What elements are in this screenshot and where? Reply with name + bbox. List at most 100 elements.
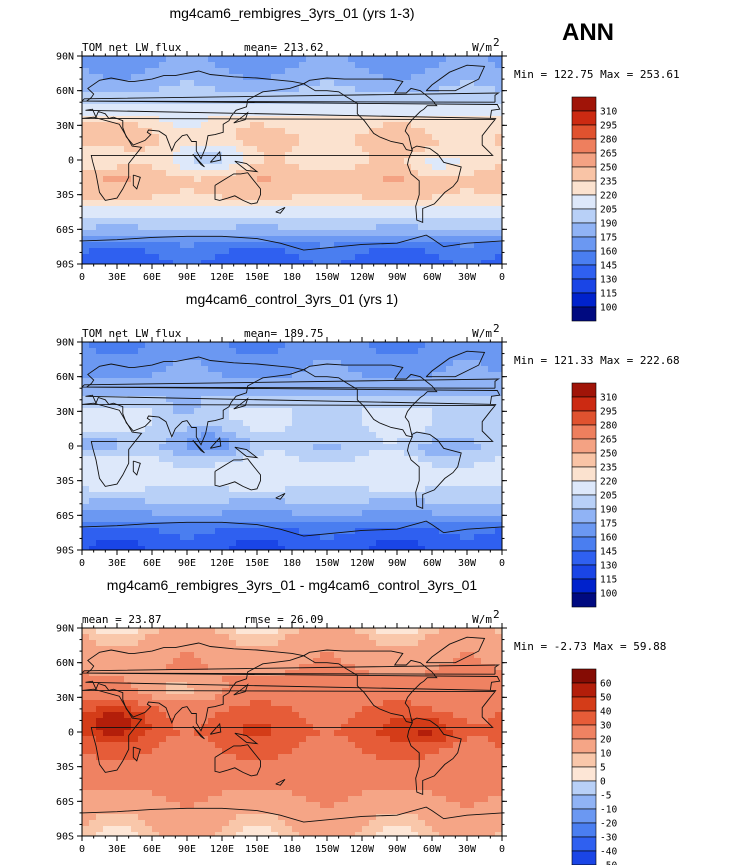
field-cell <box>439 176 447 183</box>
field-cell <box>243 194 251 201</box>
field-cell <box>439 342 447 349</box>
field-cell <box>124 260 132 264</box>
field-cell <box>124 200 132 207</box>
field-cell <box>117 450 125 457</box>
field-cell <box>446 492 454 499</box>
field-cell <box>278 516 286 523</box>
field-cell <box>131 426 139 433</box>
field-cell <box>201 456 209 463</box>
field-cell <box>187 414 195 421</box>
field-cell <box>124 68 132 75</box>
field-cell <box>201 224 209 231</box>
field-cell <box>250 390 258 397</box>
field-cell <box>467 206 475 213</box>
field-cell <box>341 200 349 207</box>
field-cell <box>138 444 146 451</box>
field-cell <box>173 522 181 529</box>
field-cell <box>222 164 230 171</box>
field-cell <box>369 516 377 523</box>
field-cell <box>180 546 188 550</box>
field-cell <box>271 378 279 385</box>
field-cell <box>201 86 209 93</box>
field-cell <box>369 628 377 635</box>
field-cell <box>453 188 461 195</box>
field-cell <box>117 122 125 129</box>
field-cell <box>369 92 377 99</box>
field-cell <box>446 396 454 403</box>
field-cell <box>418 242 426 249</box>
field-cell <box>194 170 202 177</box>
field-cell <box>306 504 314 511</box>
field-cell <box>222 176 230 183</box>
field-cell <box>432 194 440 201</box>
field-cell <box>327 176 335 183</box>
field-cell <box>187 396 195 403</box>
field-cell <box>180 62 188 69</box>
field-cell <box>124 444 132 451</box>
field-cell <box>355 254 363 261</box>
field-cell <box>334 450 342 457</box>
field-cell <box>208 254 216 261</box>
field-cell <box>173 378 181 385</box>
field-cell <box>495 498 502 505</box>
field-cell <box>341 498 349 505</box>
field-cell <box>222 640 230 647</box>
field-cell <box>411 498 419 505</box>
field-cell <box>313 480 321 487</box>
field-cell <box>383 242 391 249</box>
field-cell <box>82 510 90 517</box>
field-cell <box>376 640 384 647</box>
field-cell <box>236 504 244 511</box>
field-cell <box>159 242 167 249</box>
field-cell <box>362 640 370 647</box>
field-cell <box>334 342 342 349</box>
field-cell <box>96 366 104 373</box>
field-cell <box>96 104 104 111</box>
field-cell <box>180 80 188 87</box>
field-cell <box>481 408 489 415</box>
field-cell <box>208 546 216 550</box>
field-cell <box>432 128 440 135</box>
field-cell <box>264 456 272 463</box>
field-cell <box>390 534 398 541</box>
field-cell <box>453 62 461 69</box>
field-cell <box>264 360 272 367</box>
field-cell <box>432 170 440 177</box>
field-cell <box>474 348 482 355</box>
field-cell <box>194 628 202 635</box>
field-cell <box>229 200 237 207</box>
field-cell <box>327 342 335 349</box>
field-cell <box>166 546 174 550</box>
field-cell <box>467 640 475 647</box>
field-cell <box>194 260 202 264</box>
field-cell <box>390 128 398 135</box>
field-cell <box>299 634 307 641</box>
field-cell <box>292 128 300 135</box>
field-cell <box>481 510 489 517</box>
field-cell <box>187 420 195 427</box>
field-cell <box>222 74 230 81</box>
field-cell <box>495 546 502 550</box>
field-cell <box>110 110 118 117</box>
field-cell <box>110 104 118 111</box>
field-cell <box>320 104 328 111</box>
field-cell <box>404 432 412 439</box>
field-cell <box>320 62 328 69</box>
field-cell <box>362 426 370 433</box>
field-cell <box>96 474 104 481</box>
field-cell <box>355 408 363 415</box>
field-cell <box>243 140 251 147</box>
field-cell <box>215 80 223 87</box>
field-cell <box>488 634 496 641</box>
field-cell <box>215 254 223 261</box>
field-cell <box>488 628 496 635</box>
field-cell <box>243 534 251 541</box>
field-cell <box>89 122 97 129</box>
field-cell <box>425 92 433 99</box>
field-cell <box>159 218 167 225</box>
x-tick-label: 150E <box>245 558 269 569</box>
field-cell <box>278 80 286 87</box>
field-cell <box>117 128 125 135</box>
field-cell <box>432 408 440 415</box>
field-cell <box>222 206 230 213</box>
